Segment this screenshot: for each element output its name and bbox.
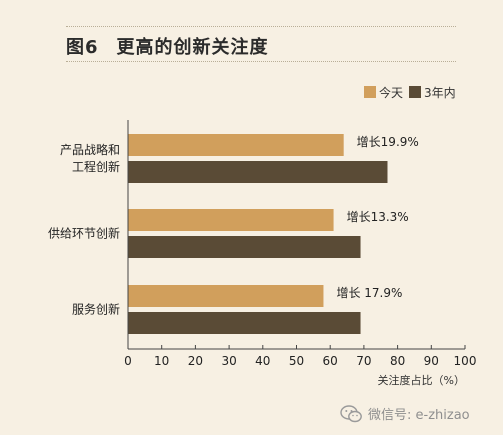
x-tick-label-50: 50 [289,354,304,368]
category-label-0-0: 产品战略和 [60,142,120,157]
wechat-id: 微信号: e-zhizao [368,408,470,423]
legend-swatch-3years [409,86,421,98]
figure-title: 更高的创新关注度 [116,37,269,58]
bar-today-2 [128,285,324,307]
bar-today-0 [128,134,344,156]
bar-3years-1 [128,236,361,258]
title-bar: 图6 更高的创新关注度 [66,26,456,59]
category-label-2-0: 服务创新 [72,302,120,317]
wechat-icon [340,404,362,423]
x-axis-title: 关注度占比（%） [378,373,465,387]
x-tick-label-100: 100 [454,354,477,368]
legend-label-today: 今天 [379,85,403,100]
growth-annotation-2: 增长 17.9% [336,286,402,300]
footer-watermark: 微信号: e-zhizao [340,404,470,423]
chart-title: 图6 更高的创新关注度 [66,33,456,59]
title-divider [66,61,456,62]
x-tick-label-10: 10 [154,354,169,368]
bar-today-1 [128,209,334,231]
legend-label-3years: 3年内 [424,86,456,100]
x-tick-label-0: 0 [124,354,132,368]
category-label-0-1: 工程创新 [72,159,120,174]
x-tick-label-80: 80 [390,354,405,368]
bar-3years-2 [128,312,361,334]
x-tick-label-70: 70 [356,354,371,368]
growth-annotation-1: 增长13.3% [347,210,409,224]
growth-annotation-0: 增长19.9% [357,135,419,149]
x-tick-label-90: 90 [424,354,439,368]
bar-3years-0 [128,161,388,183]
x-tick-label-20: 20 [188,354,203,368]
legend-swatch-today [364,86,376,98]
x-tick-label-40: 40 [255,354,270,368]
x-tick-label-60: 60 [323,354,338,368]
figure-number: 图6 [66,37,99,58]
category-label-1-0: 供给环节创新 [48,226,120,241]
x-tick-label-30: 30 [221,354,236,368]
